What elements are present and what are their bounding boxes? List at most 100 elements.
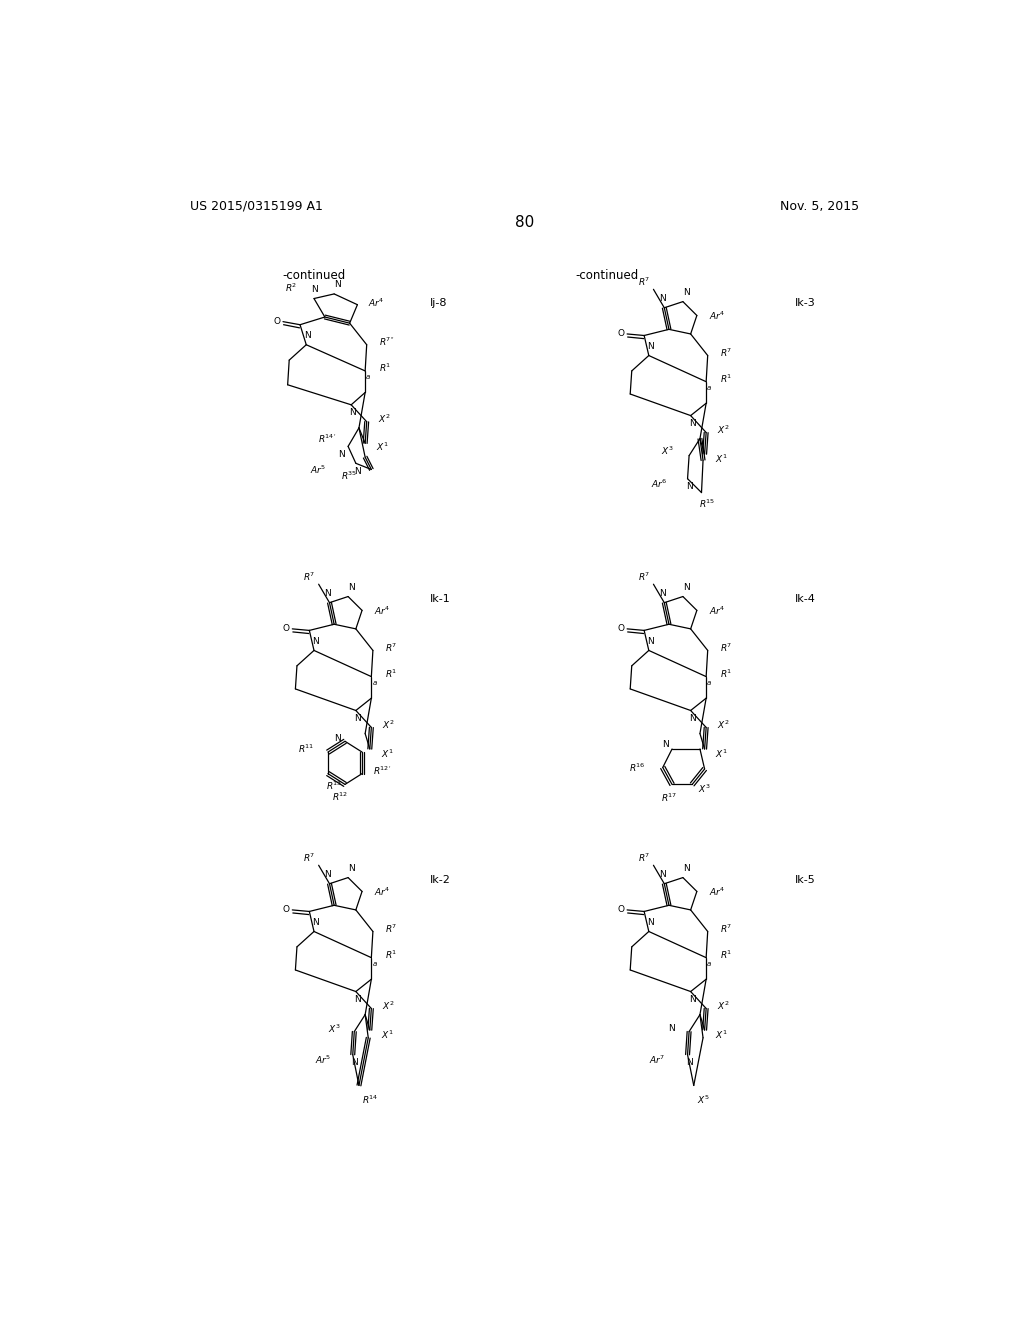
Text: -continued: -continued	[283, 269, 346, 282]
Text: N: N	[647, 917, 653, 927]
Text: $R^2$: $R^2$	[285, 281, 297, 294]
Text: N: N	[663, 741, 670, 748]
Text: O: O	[283, 906, 290, 915]
Text: $R^{16}$: $R^{16}$	[629, 762, 646, 774]
Text: $X^2$: $X^2$	[382, 999, 395, 1011]
Text: $R^{12'}$: $R^{12'}$	[373, 764, 391, 776]
Text: $R^7$: $R^7$	[720, 346, 732, 359]
Text: O: O	[617, 624, 625, 634]
Text: $R^7$: $R^7$	[638, 276, 650, 288]
Text: $X^1$: $X^1$	[376, 440, 389, 453]
Text: $Ar^4$: $Ar^4$	[375, 886, 391, 898]
Text: N: N	[325, 870, 332, 879]
Text: $X^2$: $X^2$	[717, 424, 730, 436]
Text: $R^{7''}$: $R^{7''}$	[379, 335, 394, 348]
Text: $X^1$: $X^1$	[381, 1028, 393, 1041]
Text: N: N	[349, 408, 356, 417]
Text: N: N	[348, 583, 354, 591]
Text: N: N	[647, 636, 653, 645]
Text: $R^1$: $R^1$	[385, 668, 397, 680]
Text: $X^2$: $X^2$	[717, 718, 730, 730]
Text: N: N	[659, 294, 667, 304]
Text: $X^3$: $X^3$	[660, 445, 674, 457]
Text: N: N	[659, 870, 667, 879]
Text: O: O	[617, 330, 625, 338]
Text: $Ar^4$: $Ar^4$	[710, 886, 726, 898]
Text: $R^{13}$: $R^{13}$	[327, 780, 343, 792]
Text: $R^7$: $R^7$	[720, 923, 732, 935]
Text: $a$: $a$	[372, 678, 378, 686]
Text: N: N	[689, 995, 695, 1003]
Text: $R^7$: $R^7$	[303, 851, 315, 863]
Text: N: N	[348, 863, 354, 873]
Text: $R^{17}$: $R^{17}$	[660, 792, 677, 804]
Text: N: N	[683, 583, 689, 591]
Text: N: N	[689, 714, 695, 722]
Text: $a$: $a$	[707, 384, 712, 392]
Text: US 2015/0315199 A1: US 2015/0315199 A1	[190, 199, 323, 213]
Text: $X^1$: $X^1$	[716, 453, 728, 465]
Text: $X^2$: $X^2$	[378, 412, 390, 425]
Text: $R^{35}$: $R^{35}$	[341, 470, 357, 482]
Text: N: N	[351, 1057, 357, 1067]
Text: $Ar^5$: $Ar^5$	[314, 1053, 331, 1065]
Text: 80: 80	[515, 215, 535, 230]
Text: $R^1$: $R^1$	[720, 948, 732, 961]
Text: Ik-3: Ik-3	[795, 298, 815, 308]
Text: N: N	[304, 331, 311, 341]
Text: N: N	[334, 734, 341, 743]
Text: $X^1$: $X^1$	[381, 747, 393, 760]
Text: $Ar^4$: $Ar^4$	[710, 309, 726, 322]
Text: $a$: $a$	[366, 374, 371, 381]
Text: $a$: $a$	[707, 960, 712, 968]
Text: N: N	[683, 288, 689, 297]
Text: Nov. 5, 2015: Nov. 5, 2015	[780, 199, 859, 213]
Text: N: N	[669, 1024, 675, 1034]
Text: N: N	[312, 917, 318, 927]
Text: N: N	[334, 280, 341, 289]
Text: $R^1$: $R^1$	[385, 948, 397, 961]
Text: $R^{15}$: $R^{15}$	[699, 498, 716, 510]
Text: $X^5$: $X^5$	[697, 1093, 710, 1106]
Text: $Ar^4$: $Ar^4$	[369, 297, 385, 309]
Text: O: O	[617, 906, 625, 915]
Text: $R^7$: $R^7$	[385, 642, 397, 653]
Text: N: N	[659, 589, 667, 598]
Text: $a$: $a$	[707, 678, 712, 686]
Text: N: N	[312, 636, 318, 645]
Text: N: N	[683, 863, 689, 873]
Text: $Ar^6$: $Ar^6$	[651, 477, 668, 490]
Text: $X^3$: $X^3$	[328, 1022, 340, 1035]
Text: Ij-8: Ij-8	[430, 298, 447, 308]
Text: $X^1$: $X^1$	[716, 747, 728, 760]
Text: Ik-5: Ik-5	[795, 875, 815, 884]
Text: $X^2$: $X^2$	[717, 999, 730, 1011]
Text: $R^{14'}$: $R^{14'}$	[317, 433, 336, 445]
Text: $X^1$: $X^1$	[716, 1028, 728, 1041]
Text: $Ar^7$: $Ar^7$	[649, 1053, 666, 1065]
Text: N: N	[354, 995, 360, 1003]
Text: N: N	[325, 589, 332, 598]
Text: Ik-4: Ik-4	[795, 594, 815, 603]
Text: $R^{14}$: $R^{14}$	[362, 1093, 379, 1106]
Text: $a$: $a$	[372, 960, 378, 968]
Text: N: N	[354, 714, 360, 722]
Text: O: O	[283, 624, 290, 634]
Text: $Ar^4$: $Ar^4$	[375, 605, 391, 616]
Text: $R^7$: $R^7$	[303, 570, 315, 582]
Text: $R^1$: $R^1$	[720, 668, 732, 680]
Text: $R^{12}$: $R^{12}$	[332, 791, 348, 803]
Text: O: O	[273, 317, 281, 326]
Text: N: N	[310, 285, 317, 294]
Text: $R^7$: $R^7$	[720, 642, 732, 653]
Text: N: N	[686, 482, 692, 491]
Text: $R^1$: $R^1$	[379, 362, 391, 374]
Text: -continued: -continued	[575, 269, 639, 282]
Text: $R^7$: $R^7$	[638, 570, 650, 582]
Text: $Ar^5$: $Ar^5$	[310, 463, 327, 475]
Text: $R^1$: $R^1$	[720, 372, 732, 385]
Text: $X^2$: $X^2$	[382, 718, 395, 730]
Text: $Ar^4$: $Ar^4$	[710, 605, 726, 616]
Text: Ik-2: Ik-2	[430, 875, 452, 884]
Text: $R^{11}$: $R^{11}$	[298, 743, 314, 755]
